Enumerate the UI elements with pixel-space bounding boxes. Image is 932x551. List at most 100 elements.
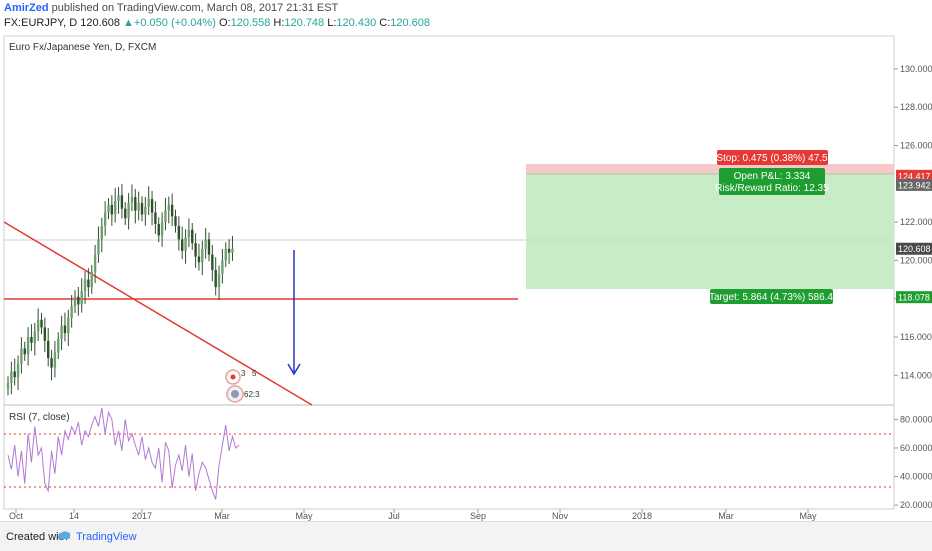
candle-body — [6, 382, 10, 389]
time-tick-label: 2018 — [632, 511, 652, 521]
candle-body — [140, 202, 144, 215]
price-flag-label: 124.417 — [898, 171, 931, 181]
candle-body — [77, 296, 80, 305]
low-label: L: — [327, 17, 337, 29]
close-value: 120.608 — [390, 17, 431, 29]
price-tick-label: 114.000 — [900, 370, 932, 380]
candle-body — [174, 216, 177, 226]
time-tick-label: 2017 — [132, 511, 152, 521]
price-chart[interactable]: Euro Fx/Japanese Yen, D, FXCM RSI (7, cl… — [0, 0, 932, 521]
candle-body — [33, 331, 36, 343]
candle-body — [134, 197, 137, 211]
price-tick-label: 122.000 — [900, 217, 932, 227]
price-tick-label: 126.000 — [900, 140, 932, 150]
candle-body — [201, 248, 204, 263]
candle-body — [100, 225, 103, 240]
candle-body — [227, 248, 231, 253]
candle-body — [97, 239, 100, 255]
price-flag-target — [896, 291, 932, 304]
rsi-tick-label: 20.0000 — [900, 500, 932, 510]
candle-body — [184, 237, 187, 251]
time-tick-label: May — [799, 511, 817, 521]
time-tick-label: Jul — [388, 511, 400, 521]
candle-body — [47, 340, 50, 359]
candle-body — [214, 269, 217, 288]
time-tick-label: Nov — [552, 511, 569, 521]
price-tick-label: 116.000 — [900, 332, 932, 342]
candle-body — [221, 260, 224, 274]
price-tick-label: 120.000 — [900, 255, 932, 265]
candles — [6, 183, 234, 396]
candle-body — [124, 208, 127, 219]
rsi-line — [7, 407, 240, 500]
pl-box — [719, 168, 825, 195]
candle-body — [224, 248, 227, 261]
price-axis[interactable]: 130.000 128.000 126.000 122.000 120.000 118.0… — [894, 64, 932, 380]
down-arrow-head — [287, 363, 301, 376]
tradingview-brand[interactable]: TradingView — [76, 531, 137, 543]
profit-zone[interactable] — [526, 174, 894, 289]
time-tick-label: Oct — [9, 511, 24, 521]
rsi-tick-label: 40.0000 — [900, 472, 932, 482]
candle-body — [191, 229, 194, 244]
price-flag-label: 118.078 — [898, 293, 930, 303]
candle-body — [127, 202, 130, 219]
time-axis[interactable]: Oct 14 2017 Mar May Jul Sep Nov 2018 Mar May — [9, 509, 817, 521]
trendline[interactable] — [3, 221, 313, 406]
candle-body — [150, 199, 154, 213]
candle-body — [63, 325, 67, 334]
candle-body — [207, 239, 211, 255]
loss-zone[interactable] — [526, 164, 894, 174]
candle-body — [40, 319, 43, 328]
candle-body — [117, 195, 120, 202]
candle-body — [30, 336, 33, 343]
event-dot-icon — [230, 374, 236, 380]
candle-body — [20, 348, 23, 364]
candle-body — [53, 352, 57, 368]
candle-body — [120, 195, 124, 209]
candle-body — [73, 296, 77, 307]
tradingview-logo-icon — [58, 531, 71, 539]
candle-body — [197, 256, 201, 263]
price-flag-last — [896, 242, 932, 255]
time-tick-label: May — [295, 511, 313, 521]
price-flag-stop — [896, 169, 932, 182]
high-value: 120.748 — [284, 17, 325, 29]
time-tick-label: 14 — [69, 511, 79, 521]
price-flag-label: 123.942 — [898, 180, 931, 190]
candle-body — [187, 229, 191, 238]
open-value: 120.558 — [230, 17, 271, 29]
candle-body — [57, 338, 60, 353]
candle-body — [93, 254, 97, 272]
candle-body — [194, 243, 197, 257]
candle-body — [16, 363, 20, 378]
event-count-a: 3 — [241, 369, 246, 378]
candle-body — [167, 204, 170, 211]
target-label: Target: 5.864 (4.73%) 586.4 — [709, 292, 833, 303]
last-price: 120.608 — [80, 17, 120, 29]
candle-body — [107, 204, 110, 213]
rsi-title: RSI (7, close) — [9, 412, 70, 423]
candle-body — [181, 239, 184, 251]
candle-body — [10, 371, 13, 383]
candle-body — [13, 371, 16, 378]
candle-body — [60, 325, 63, 339]
open-label: O: — [218, 17, 231, 29]
candle-body — [114, 201, 117, 215]
candle-body — [130, 197, 134, 203]
candle-body — [80, 291, 83, 305]
price-flag-entry — [896, 178, 932, 191]
candle-body — [26, 336, 30, 355]
candle-body — [177, 225, 181, 240]
candle-body — [103, 212, 107, 226]
candle-body — [110, 204, 114, 215]
time-tick-label: Sep — [470, 511, 486, 521]
rsi-tick-label: 80.0000 — [900, 414, 932, 424]
author-link[interactable]: AmirZed — [4, 2, 49, 14]
publish-text: published on TradingView.com, March 08, … — [48, 2, 339, 14]
candle-body — [211, 254, 214, 270]
candle-body — [83, 279, 87, 292]
candle-body — [36, 319, 40, 332]
candle-body — [87, 279, 90, 288]
